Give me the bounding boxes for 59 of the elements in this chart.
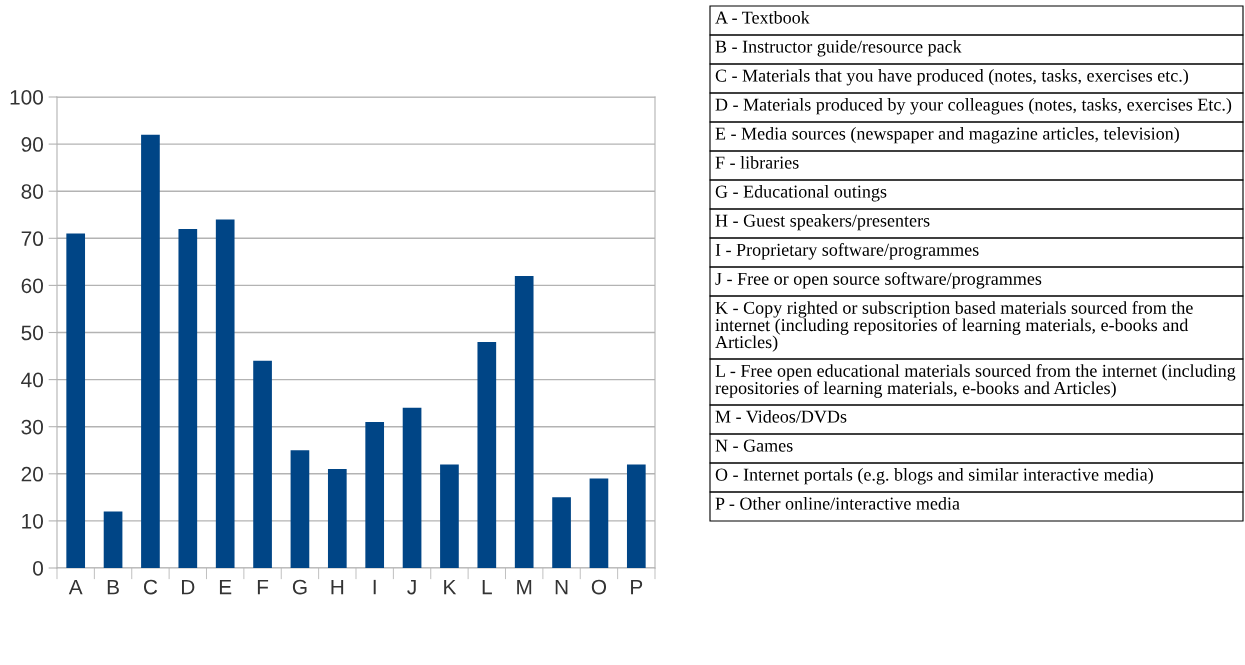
text: A - Textbook [715,11,810,24]
text: E - Media sources (newspaper and magazine articles, television) [715,127,1179,144]
y-tick-label: 30 [21,419,43,435]
text: K - Copy righted or subscription based materials sourced from the internet (including repositories of learning materials, e-books and Articles) [715,301,1193,352]
text: M - Videos/DVDs [715,410,847,423]
bar [290,450,310,568]
bar [365,421,385,568]
y-tick-label: 40 [21,372,43,388]
x-tick-label: D [182,579,195,595]
x-tick-label: A [68,579,83,595]
bar [589,478,609,568]
y-tick-label: 0 [33,561,43,576]
x-tick-label: O [591,579,607,595]
y-tick-label: 100 [10,90,43,105]
bar [402,407,422,568]
x-tick-label: C [143,579,158,595]
bar [66,233,86,568]
text: H - Guest speakers/presenters [715,214,930,231]
text: B - Instructor guide/resource pack [715,40,962,57]
bar [253,360,272,568]
x-tick-label: F [257,579,269,595]
bar [103,511,123,568]
x-tick-label: L [482,579,492,595]
x-tick-label: P [631,579,643,595]
x-tick-label: G [292,579,307,595]
bar [327,469,347,568]
text: N - Games [715,439,793,452]
x-tick-label: I [373,579,376,595]
text: G - Educational outings [715,185,887,202]
bar [440,464,459,568]
text: F - libraries [715,156,799,169]
x-tick-label: H [331,579,344,595]
bar [514,275,534,568]
text: D - Materials produced by your colleagues (notes, tasks, exercises Etc.) [715,98,1232,115]
y-tick-label: 80 [21,184,43,199]
y-tick-label: 10 [22,513,43,529]
bar [141,134,160,568]
bar [626,464,646,568]
y-tick-label: 60 [21,278,43,294]
y-tick-label: 90 [21,137,43,152]
y-tick-label: 50 [21,325,43,341]
bar [215,219,235,568]
text: C - Materials that you have produced (notes, tasks, exercises etc.) [715,69,1189,86]
text: L - Free open educational materials sourced from the internet (including repositories of learning materials, e-books and Articles) [715,364,1236,398]
x-tick-label: J [407,579,416,595]
text: O - Internet portals (e.g. blogs and similar interactive media) [715,468,1153,485]
x-tick-label: M [517,579,532,595]
x-tick-label: E [219,579,232,595]
text: J - Free or open source software/programmes [715,272,1042,289]
x-tick-label: K [444,579,457,595]
x-tick-label: N [555,579,568,595]
x-tick-label: B [107,579,119,595]
bar [552,497,571,568]
bar [178,228,198,568]
y-tick-label: 70 [21,231,43,247]
bar [477,341,497,568]
text: P - Other online/interactive media [715,497,960,510]
text: I - Proprietary software/programmes [715,243,979,260]
y-tick-label: 20 [21,466,43,482]
